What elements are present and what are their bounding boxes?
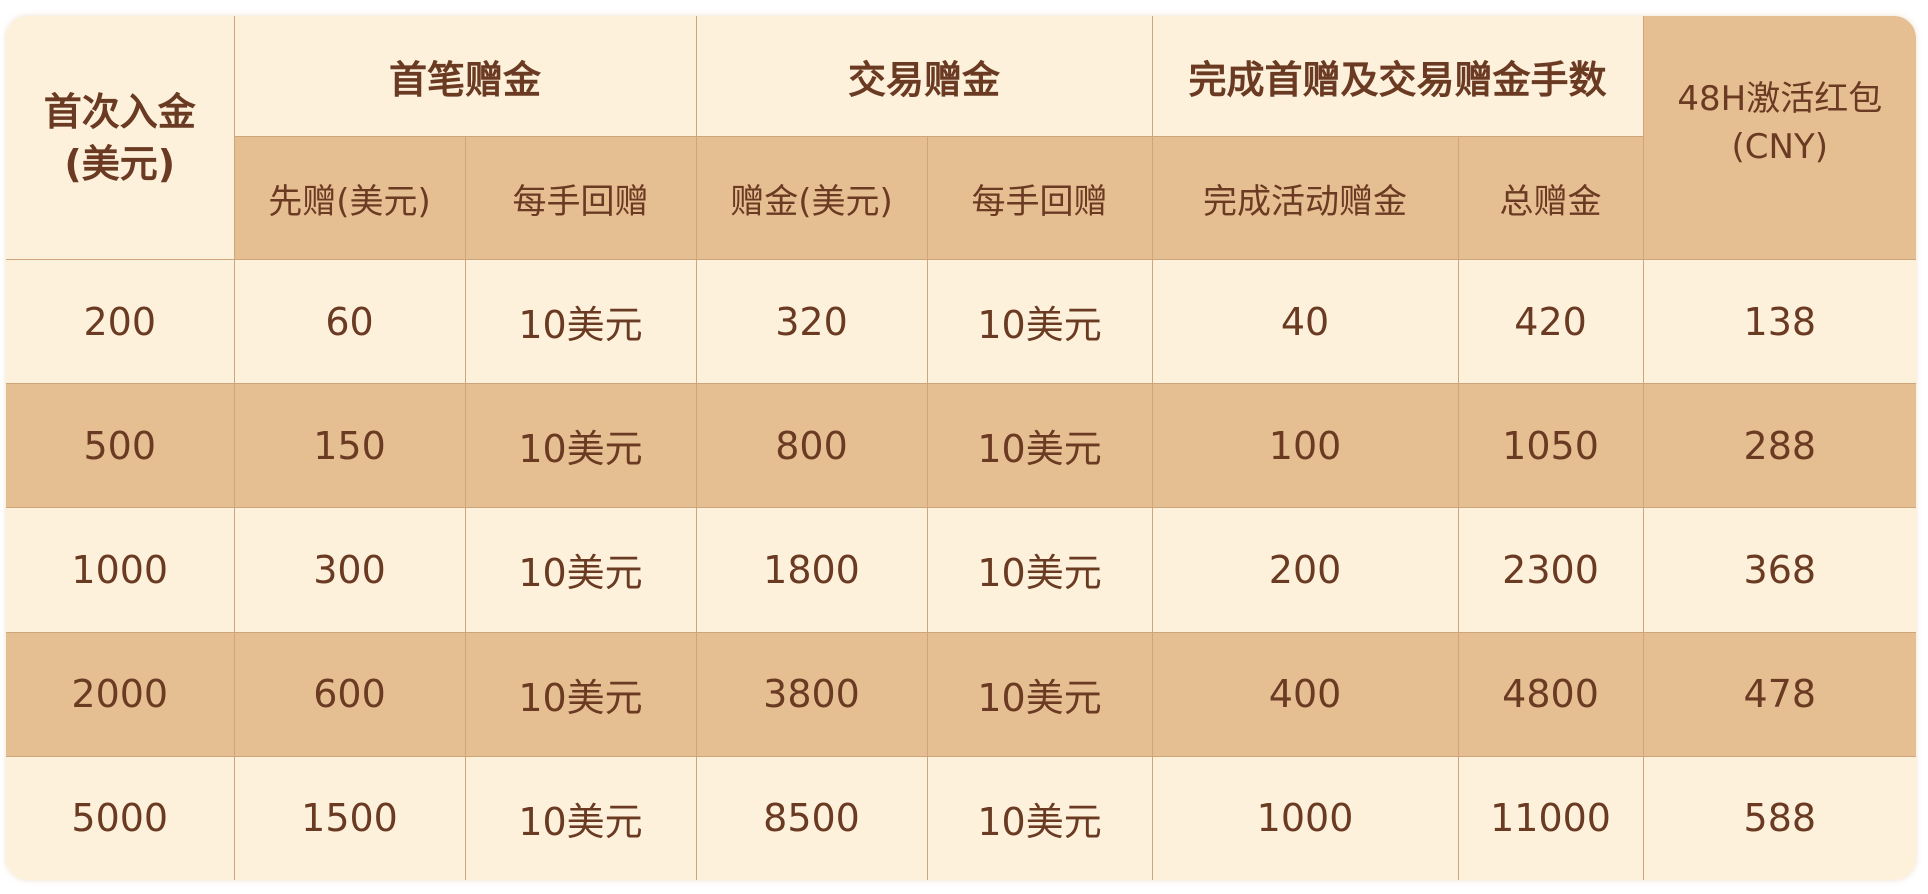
- subheader: 先赠(美元): [234, 136, 466, 260]
- table-row: 1000 300 10美元 1800 10美元 200 2300 368: [6, 507, 1916, 633]
- header-red-packet: 48H激活红包 (CNY): [1642, 16, 1916, 260]
- header-red-packet-unit: (CNY): [1731, 126, 1829, 167]
- table-cell: 10美元: [464, 507, 697, 633]
- header-deposit-unit: (美元): [64, 141, 176, 186]
- table-cell: 478: [1642, 631, 1916, 757]
- table-cell: 1800: [695, 507, 928, 633]
- table-cell: 10美元: [926, 755, 1153, 880]
- table-cell: 10美元: [464, 383, 697, 509]
- table-cell: 320: [695, 258, 928, 385]
- table-cell: 4800: [1457, 631, 1644, 757]
- table-cell: 400: [1151, 631, 1459, 757]
- table-cell: 3800: [695, 631, 928, 757]
- subheader: 每手回赠: [926, 136, 1153, 260]
- bonus-table-container: 首次入金 (美元) 首笔赠金 交易赠金 完成首赠及交易赠金手数 48H激活红包 …: [6, 16, 1916, 880]
- header-red-packet-label: 48H激活红包: [1677, 78, 1883, 119]
- table-cell: 200: [1151, 507, 1459, 633]
- subheader: 完成活动赠金: [1151, 136, 1459, 260]
- table-cell: 11000: [1457, 755, 1644, 880]
- table-cell: 588: [1642, 755, 1916, 880]
- table-row: 2000 600 10美元 3800 10美元 400 4800 478: [6, 631, 1916, 757]
- table-cell: 10美元: [926, 507, 1153, 633]
- header-group-trade-bonus: 交易赠金: [695, 16, 1153, 137]
- table-cell: 8500: [695, 755, 928, 880]
- table-cell: 10美元: [926, 631, 1153, 757]
- table-cell: 368: [1642, 507, 1916, 633]
- table-cell: 288: [1642, 383, 1916, 509]
- subheader: 每手回赠: [464, 136, 697, 260]
- table-cell: 2300: [1457, 507, 1644, 633]
- table-cell: 1000: [6, 507, 235, 633]
- header-deposit: 首次入金 (美元): [6, 16, 235, 260]
- table-cell: 10美元: [926, 383, 1153, 509]
- table-cell: 138: [1642, 258, 1916, 385]
- table-cell: 1000: [1151, 755, 1459, 880]
- table-cell: 1050: [1457, 383, 1644, 509]
- table-row: 5000 1500 10美元 8500 10美元 1000 11000 588: [6, 755, 1916, 880]
- table-cell: 10美元: [464, 755, 697, 880]
- table-cell: 5000: [6, 755, 235, 880]
- table-cell: 800: [695, 383, 928, 509]
- table-cell: 10美元: [464, 631, 697, 757]
- table-cell: 300: [233, 507, 466, 633]
- table-cell: 200: [6, 258, 235, 385]
- table-cell: 60: [233, 258, 466, 385]
- table-cell: 40: [1151, 258, 1459, 385]
- table-cell: 150: [233, 383, 466, 509]
- subheader: 总赠金: [1457, 136, 1644, 260]
- table-row: 200 60 10美元 320 10美元 40 420 138: [6, 258, 1916, 385]
- table-cell: 100: [1151, 383, 1459, 509]
- table-cell: 2000: [6, 631, 235, 757]
- table-cell: 420: [1457, 258, 1644, 385]
- table-cell: 600: [233, 631, 466, 757]
- table-cell: 10美元: [926, 258, 1153, 385]
- table-cell: 500: [6, 383, 235, 509]
- subheader: 赠金(美元): [695, 136, 928, 260]
- header-group-first-bonus: 首笔赠金: [233, 16, 697, 137]
- table-cell: 1500: [233, 755, 466, 880]
- bonus-table: 首次入金 (美元) 首笔赠金 交易赠金 完成首赠及交易赠金手数 48H激活红包 …: [6, 16, 1916, 880]
- header-group-lots: 完成首赠及交易赠金手数: [1151, 16, 1644, 137]
- table-row: 500 150 10美元 800 10美元 100 1050 288: [6, 383, 1916, 509]
- table-cell: 10美元: [464, 258, 697, 385]
- header-deposit-label: 首次入金: [43, 89, 196, 134]
